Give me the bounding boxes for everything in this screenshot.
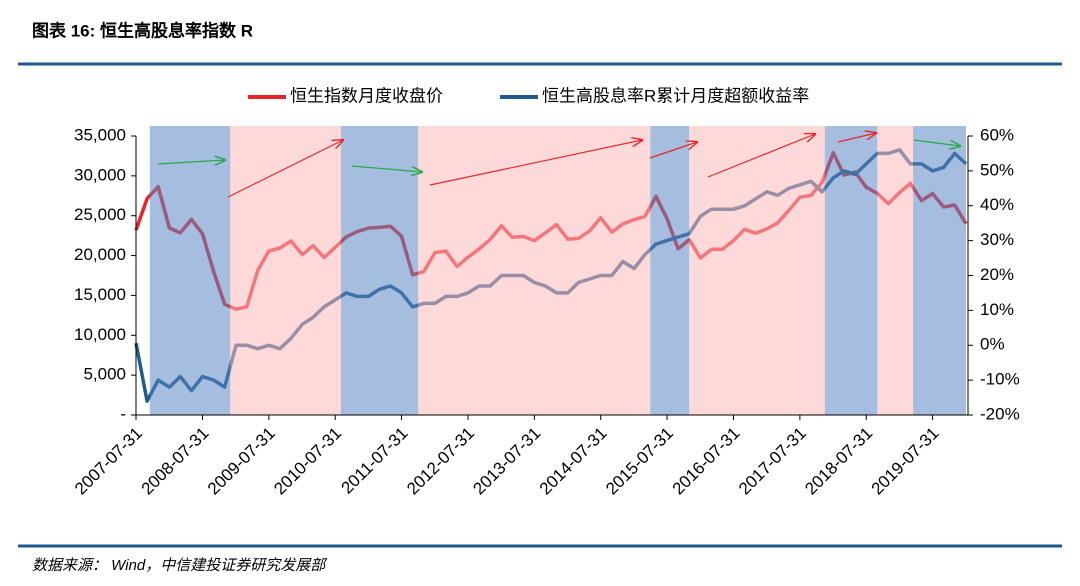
x-tick-label: 2013-07-31 [469, 424, 544, 499]
x-tick-label: 2010-07-31 [270, 424, 345, 499]
y-tick-label: - [120, 404, 126, 423]
y-tick-label: 25,000 [74, 205, 126, 224]
y-tick-label: 20,000 [74, 245, 126, 264]
x-tick-label: 2009-07-31 [204, 424, 279, 499]
y2-tick-label: -10% [980, 370, 1020, 389]
y2-tick-label: 50% [980, 160, 1014, 179]
arrows [157, 133, 960, 198]
band [230, 126, 341, 415]
y-tick-label: 30,000 [74, 165, 126, 184]
x-tick-label: 2017-07-31 [735, 424, 810, 499]
y2-tick-label: -20% [980, 404, 1020, 423]
y-tick-label: 35,000 [74, 125, 126, 144]
y2-tick-label: 30% [980, 230, 1014, 249]
band [149, 126, 231, 415]
chart-title: 图表 16: 恒生高股息率指数 R [32, 20, 253, 40]
x-tick-label: 2007-07-31 [71, 424, 146, 499]
band [650, 126, 690, 415]
y2-tick-label: 40% [980, 195, 1014, 214]
x-tick-label: 2011-07-31 [337, 424, 411, 498]
band [340, 126, 419, 415]
legend-label: 恒生指数月度收盘价 [290, 86, 443, 105]
y-tick-label: 5,000 [83, 365, 126, 384]
x-tick-label: 2015-07-31 [602, 424, 677, 499]
x-tick-label: 2016-07-31 [669, 424, 744, 499]
band [689, 126, 825, 415]
x-tick-label: 2018-07-31 [801, 424, 876, 499]
x-tick-label: 2012-07-31 [403, 424, 478, 499]
y-tick-label: 10,000 [74, 325, 126, 344]
x-tick-label: 2019-07-31 [868, 424, 943, 499]
legend-label: 恒生高股息率R累计月度超额收益率 [542, 86, 809, 105]
bands [149, 126, 966, 415]
x-tick-label: 2008-07-31 [138, 424, 213, 499]
y2-tick-label: 10% [980, 300, 1014, 319]
y2-tick-label: 60% [980, 125, 1014, 144]
x-tick-label: 2014-07-31 [536, 424, 611, 499]
band [418, 126, 651, 415]
band [824, 126, 878, 415]
band [877, 126, 914, 415]
y2-tick-label: 20% [980, 265, 1014, 284]
y-tick-label: 15,000 [74, 285, 126, 304]
band [913, 126, 966, 415]
source: 数据来源： Wind，中信建投证券研究发展部 [32, 557, 328, 574]
y2-tick-label: 0% [980, 335, 1005, 354]
